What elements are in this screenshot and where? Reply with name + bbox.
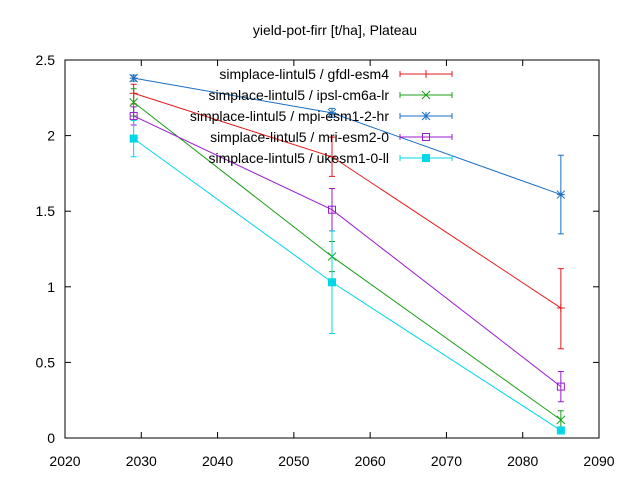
legend-label: simplace-lintul5 / gfdl-esm4 (219, 66, 389, 82)
data-point (327, 108, 337, 118)
legend: simplace-lintul5 / gfdl-esm4 simplace-lin… (190, 66, 453, 166)
y-tick-label: 2.5 (36, 52, 56, 68)
series-line (133, 138, 562, 431)
y-tick-label: 1 (47, 279, 55, 295)
data-point (129, 97, 139, 107)
plot-frame (64, 59, 600, 439)
error-bar (557, 370, 564, 403)
series-3 (129, 106, 565, 403)
x-tick-label: 2020 (49, 453, 80, 469)
data-point (129, 73, 139, 83)
y-tick-label: 2 (47, 128, 55, 144)
axes: 2020 2030 2040 2050 2060 2070 2080 2090 0 0.5 1 1.5… (36, 52, 615, 469)
series-0 (129, 83, 565, 350)
legend-marker (422, 133, 430, 141)
series-layer (129, 73, 566, 435)
data-point (129, 134, 138, 143)
data-point (328, 278, 336, 287)
legend-marker (422, 70, 430, 78)
y-tick-label: 1.5 (36, 203, 56, 219)
legend-marker (421, 111, 431, 121)
data-point (556, 426, 565, 435)
legend-label: simplace-lintul5 / mri-esm2-0 (210, 129, 389, 145)
data-point (556, 190, 566, 199)
x-tick-label: 2080 (507, 453, 538, 469)
legend-label: simplace-lintul5 / ukesm1-0-ll (208, 150, 389, 166)
data-point (328, 205, 336, 214)
error-bar (329, 188, 335, 232)
data-point (328, 152, 336, 161)
y-tick-label: 0 (47, 430, 55, 446)
chart-title: yield-pot-firr [t/ha], Plateau (253, 22, 417, 38)
series-2 (129, 73, 566, 235)
legend-marker (422, 154, 430, 162)
x-tick-label: 2090 (583, 453, 614, 469)
y-tick-label: 0.5 (36, 354, 56, 370)
series-line (133, 92, 562, 309)
legend-marker (421, 90, 431, 100)
legend-swatch (399, 134, 453, 140)
data-point (556, 303, 565, 312)
legend-label: simplace-lintul5 / ipsl-cm6a-lr (209, 87, 390, 103)
x-tick-label: 2060 (355, 453, 386, 469)
data-point (556, 382, 565, 391)
series-4 (129, 119, 565, 435)
x-tick-label: 2040 (202, 453, 233, 469)
data-point (556, 415, 566, 425)
x-tick-label: 2050 (278, 453, 309, 469)
data-point (129, 111, 138, 120)
x-tick-label: 2070 (431, 453, 462, 469)
x-tick-label: 2030 (126, 453, 157, 469)
legend-label: simplace-lintul5 / mpi-esm1-2-hr (190, 108, 390, 124)
